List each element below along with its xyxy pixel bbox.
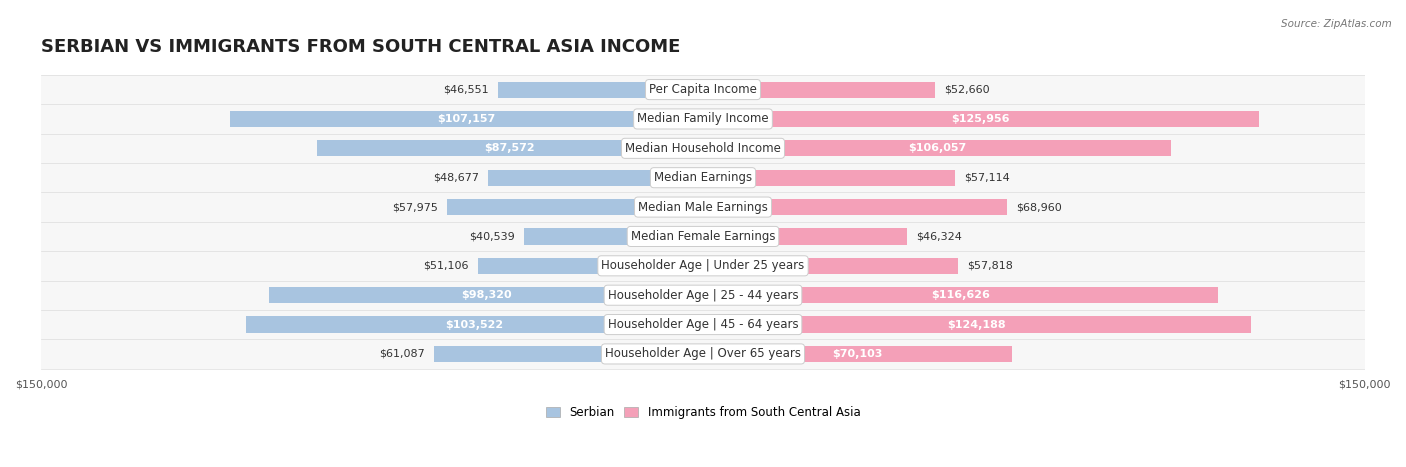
Text: $57,975: $57,975 [392, 202, 439, 212]
Bar [703, 199, 1007, 215]
Text: $61,087: $61,087 [380, 349, 425, 359]
Bar [703, 170, 955, 186]
Text: $87,572: $87,572 [485, 143, 536, 153]
Bar [703, 287, 1218, 303]
Bar [478, 258, 703, 274]
Text: $107,157: $107,157 [437, 114, 496, 124]
Bar [703, 82, 935, 98]
Bar [41, 310, 1365, 339]
Bar [703, 111, 1258, 127]
Text: $40,539: $40,539 [470, 232, 516, 241]
Text: $98,320: $98,320 [461, 290, 512, 300]
Text: Householder Age | 25 - 44 years: Householder Age | 25 - 44 years [607, 289, 799, 302]
Bar [246, 317, 703, 333]
Text: $52,660: $52,660 [945, 85, 990, 95]
Bar [703, 317, 1251, 333]
Text: SERBIAN VS IMMIGRANTS FROM SOUTH CENTRAL ASIA INCOME: SERBIAN VS IMMIGRANTS FROM SOUTH CENTRAL… [41, 38, 681, 57]
Bar [41, 192, 1365, 222]
Bar [703, 228, 907, 245]
Bar [703, 258, 957, 274]
Text: $125,956: $125,956 [952, 114, 1010, 124]
Bar [41, 134, 1365, 163]
Bar [41, 75, 1365, 104]
Text: Householder Age | Under 25 years: Householder Age | Under 25 years [602, 259, 804, 272]
Text: Median Family Income: Median Family Income [637, 113, 769, 126]
Bar [41, 251, 1365, 281]
Text: Median Female Earnings: Median Female Earnings [631, 230, 775, 243]
Text: $48,677: $48,677 [433, 173, 479, 183]
Text: $124,188: $124,188 [948, 319, 1007, 330]
Bar [269, 287, 703, 303]
Bar [524, 228, 703, 245]
Legend: Serbian, Immigrants from South Central Asia: Serbian, Immigrants from South Central A… [541, 401, 865, 424]
Text: $70,103: $70,103 [832, 349, 883, 359]
Bar [447, 199, 703, 215]
Text: $103,522: $103,522 [446, 319, 503, 330]
Bar [41, 281, 1365, 310]
Text: Householder Age | 45 - 64 years: Householder Age | 45 - 64 years [607, 318, 799, 331]
Bar [316, 140, 703, 156]
Text: $57,818: $57,818 [967, 261, 1012, 271]
Text: Source: ZipAtlas.com: Source: ZipAtlas.com [1281, 19, 1392, 28]
Text: $116,626: $116,626 [931, 290, 990, 300]
Bar [703, 346, 1012, 362]
Text: Median Earnings: Median Earnings [654, 171, 752, 184]
Bar [488, 170, 703, 186]
Bar [41, 163, 1365, 192]
Bar [433, 346, 703, 362]
Bar [41, 222, 1365, 251]
Text: $106,057: $106,057 [908, 143, 966, 153]
Text: Per Capita Income: Per Capita Income [650, 83, 756, 96]
Bar [703, 140, 1171, 156]
Bar [498, 82, 703, 98]
Text: Median Household Income: Median Household Income [626, 142, 780, 155]
Text: $51,106: $51,106 [423, 261, 468, 271]
Bar [231, 111, 703, 127]
Text: $46,551: $46,551 [443, 85, 489, 95]
Bar [41, 339, 1365, 368]
Text: $46,324: $46,324 [917, 232, 962, 241]
Text: $68,960: $68,960 [1017, 202, 1062, 212]
Text: $57,114: $57,114 [963, 173, 1010, 183]
Text: Median Male Earnings: Median Male Earnings [638, 200, 768, 213]
Text: Householder Age | Over 65 years: Householder Age | Over 65 years [605, 347, 801, 361]
Bar [41, 104, 1365, 134]
